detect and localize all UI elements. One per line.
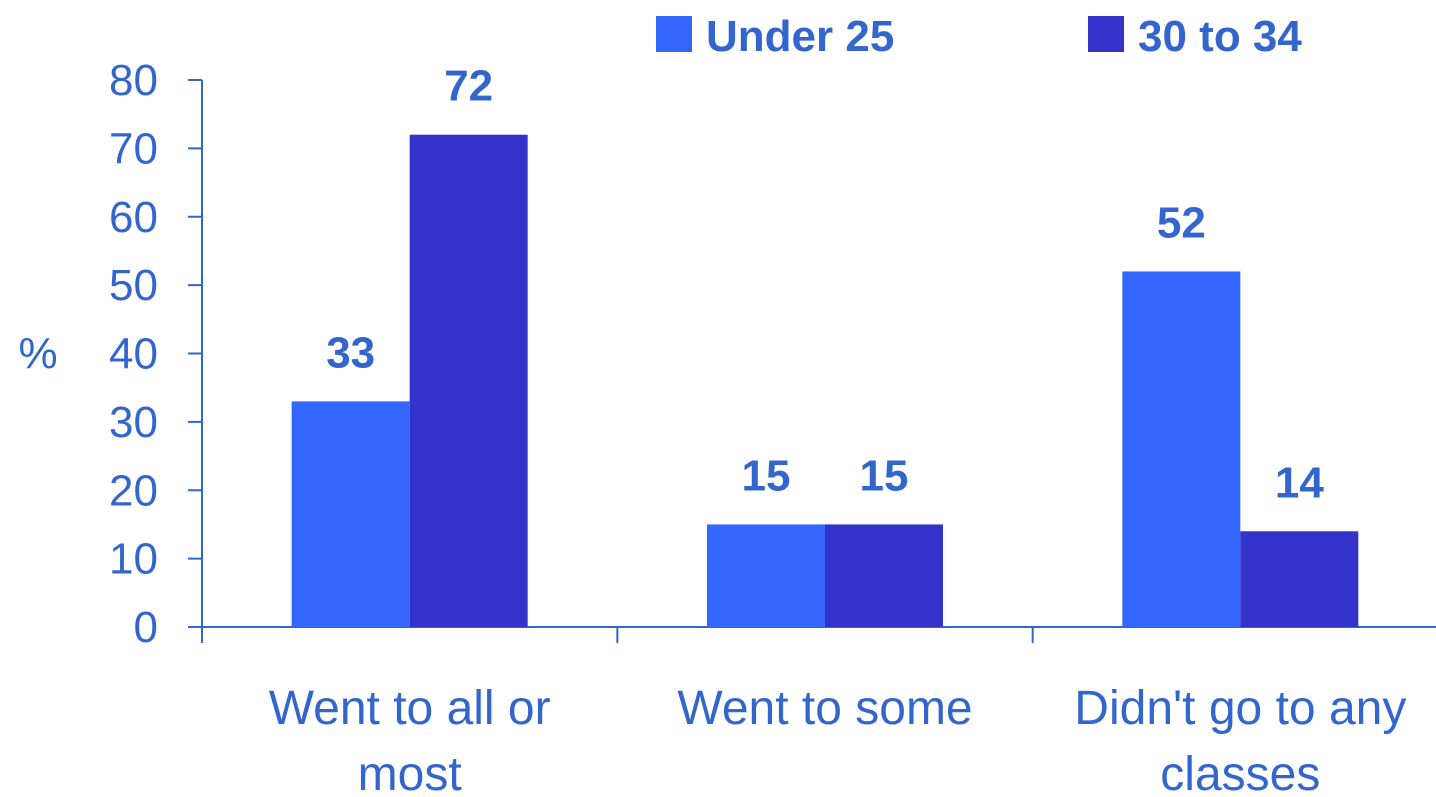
y-tick-label: 10	[109, 535, 158, 584]
legend-swatch	[656, 16, 692, 52]
data-label: 52	[1157, 198, 1206, 247]
bar-30-to-34-1	[825, 524, 943, 627]
y-tick-label: 20	[109, 466, 158, 515]
bar-30-to-34-0	[409, 134, 528, 627]
y-tick-label: 80	[109, 56, 158, 105]
data-label: 14	[1275, 458, 1324, 507]
category-label: Went to some	[677, 682, 972, 735]
bar-under-25-2	[1122, 271, 1241, 627]
legend: Under 25 30 to 34	[656, 12, 1302, 61]
legend-item: 30 to 34	[1088, 12, 1302, 61]
y-tick-label: 50	[109, 261, 158, 310]
bar-under-25-1	[707, 524, 825, 627]
y-axis: 0 10 20 30 40 50 60 70 80	[109, 56, 203, 652]
bar-30-to-34-2	[1240, 531, 1359, 627]
y-tick-label: 70	[109, 124, 158, 173]
y-tick-label: 60	[109, 193, 158, 242]
data-label: 72	[444, 62, 493, 111]
bars	[291, 134, 1359, 627]
y-tick-label: 0	[134, 603, 158, 652]
category-label: Didn't go to any classes	[1074, 682, 1406, 797]
data-label: 15	[742, 451, 791, 500]
x-axis	[201, 626, 1436, 643]
legend-swatch	[1088, 16, 1124, 52]
y-tick-label: 40	[109, 330, 158, 379]
y-axis-label: %	[18, 329, 57, 378]
category-labels: Went to all or most Went to some Didn't go …	[269, 682, 1407, 797]
legend-label: Under 25	[706, 12, 894, 61]
data-labels: 33 72 15 15 52 14	[326, 62, 1324, 508]
legend-label: 30 to 34	[1138, 12, 1302, 61]
y-tick-label: 30	[109, 398, 158, 447]
data-label: 33	[326, 328, 375, 377]
legend-item: Under 25	[656, 12, 894, 61]
bar-under-25-0	[291, 401, 410, 627]
data-label: 15	[860, 451, 909, 500]
category-label: Went to all or most	[269, 682, 551, 797]
